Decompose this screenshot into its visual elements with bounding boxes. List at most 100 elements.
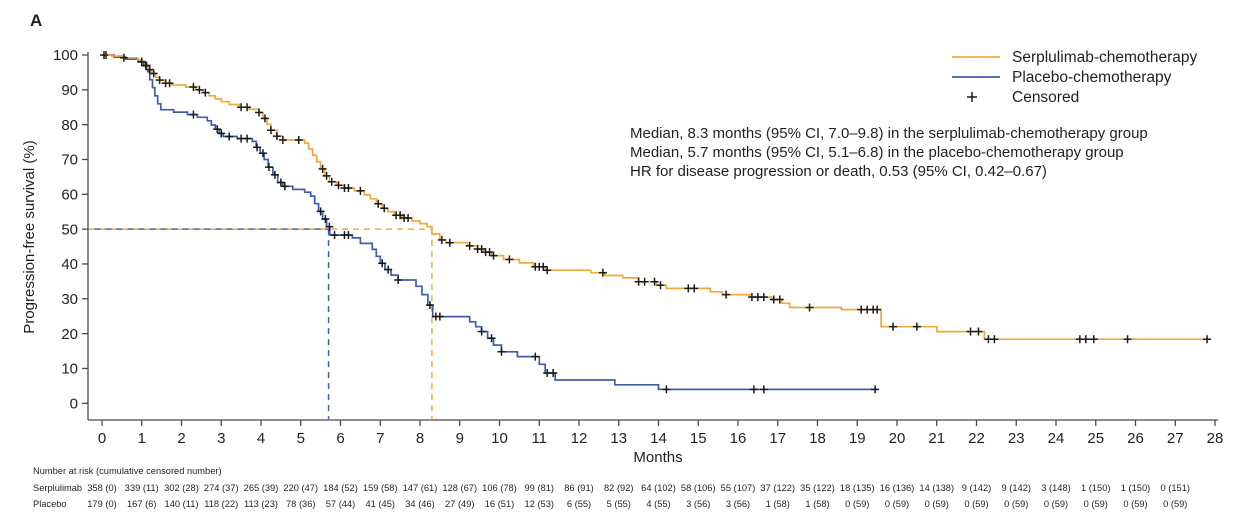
risk-value: 106 (78): [482, 483, 517, 493]
x-tick-label: 9: [456, 430, 464, 447]
censor-mark: [749, 385, 758, 394]
risk-value: 9 (142): [962, 483, 991, 493]
y-tick-label: 100: [53, 47, 78, 64]
censor-mark: [165, 79, 174, 88]
censor-mark: [974, 327, 983, 336]
risk-value: 35 (122): [800, 483, 835, 493]
censor-mark: [137, 57, 146, 66]
legend-label-censored: Censored: [1012, 89, 1079, 106]
censor-mark: [119, 53, 128, 62]
risk-value: 57 (44): [326, 499, 355, 509]
censor-mark: [334, 181, 343, 190]
censor-mark: [270, 170, 279, 179]
censor-mark: [598, 268, 607, 277]
censor-mark: [374, 199, 383, 208]
censor-mark: [356, 186, 365, 195]
risk-value: 18 (135): [840, 483, 875, 493]
y-tick-label: 30: [61, 291, 78, 308]
censor-mark: [255, 108, 264, 117]
censor-mark: [505, 255, 514, 264]
y-tick-label: 90: [61, 82, 78, 99]
censor-mark: [1081, 335, 1090, 344]
curves-layer: [89, 51, 1212, 419]
x-tick-label: 22: [968, 430, 985, 447]
censor-mark: [327, 177, 336, 186]
censor-mark: [243, 103, 252, 112]
risk-value: 265 (39): [244, 483, 279, 493]
y-tick-label: 70: [61, 152, 78, 169]
risk-value: 16 (136): [880, 483, 915, 493]
risk-value: 128 (67): [442, 483, 477, 493]
censor-mark: [322, 171, 331, 180]
annotation-hazard-ratio: HR for disease progression or death, 0.5…: [630, 163, 1047, 180]
annotation-median-serplulimab: Median, 8.3 months (95% CI, 7.0–9.8) in …: [630, 125, 1148, 142]
risk-value: 99 (81): [525, 483, 554, 493]
censor-mark: [225, 132, 234, 141]
y-axis-title: Progression-free survival (%): [21, 140, 38, 333]
x-tick-label: 6: [336, 430, 344, 447]
risk-value: 274 (37): [204, 483, 239, 493]
censor-mark: [201, 88, 210, 97]
risk-value: 118 (22): [204, 499, 238, 509]
censor-mark: [640, 277, 649, 286]
risk-value: 0 (59): [1084, 499, 1108, 509]
censor-mark: [266, 126, 275, 135]
risk-value: 159 (58): [363, 483, 398, 493]
risk-value: 16 (51): [485, 499, 514, 509]
y-tick-label: 20: [61, 326, 78, 343]
risk-value: 3 (148): [1041, 483, 1070, 493]
censor-mark: [1123, 335, 1132, 344]
risk-value: 55 (107): [721, 483, 756, 493]
risk-value: 64 (102): [641, 483, 676, 493]
risk-value: 34 (46): [405, 499, 434, 509]
risk-value: 86 (91): [564, 483, 593, 493]
y-tick-label: 10: [61, 361, 78, 378]
risk-table: Number at risk (cumulative censored numb…: [33, 466, 1190, 509]
x-tick-label: 21: [928, 430, 945, 447]
risk-value: 78 (36): [286, 499, 315, 509]
censor-mark: [650, 277, 659, 286]
panel-label: A: [30, 11, 42, 30]
risk-value: 302 (28): [164, 483, 199, 493]
risk-value: 0 (59): [1123, 499, 1147, 509]
x-tick-label: 1: [138, 430, 146, 447]
risk-value: 1 (150): [1121, 483, 1150, 493]
risk-values-layer: 358 (0) 339 (11) 302 (28) 274 (37) 265 (39) 2…: [87, 483, 1190, 509]
risk-value: 0 (59): [885, 499, 909, 509]
risk-value: 167 (6): [127, 499, 156, 509]
risk-value: 0 (59): [845, 499, 869, 509]
censor-mark: [384, 265, 393, 274]
risk-value: 5 (55): [607, 499, 631, 509]
censor-mark: [485, 248, 494, 257]
censor-mark: [272, 132, 281, 141]
risk-value: 58 (106): [681, 483, 716, 493]
risk-value: 6 (55): [567, 499, 591, 509]
risk-value: 0 (59): [1004, 499, 1028, 509]
risk-value: 1 (150): [1081, 483, 1110, 493]
censor-mark: [264, 163, 273, 172]
censor-mark: [316, 207, 325, 216]
censor-mark: [889, 322, 898, 331]
censor-mark: [394, 276, 403, 285]
risk-value: 113 (23): [244, 499, 278, 509]
censor-mark: [497, 347, 506, 356]
legend-label-serplulimab: Serplulimab-chemotherapy: [1012, 49, 1197, 66]
risk-value: 1 (58): [766, 499, 790, 509]
censor-mark: [873, 305, 882, 314]
censor-mark: [344, 231, 353, 240]
censor-mark: [189, 83, 198, 92]
censor-mark: [759, 385, 768, 394]
censor-mark: [912, 322, 921, 331]
censor-mark: [775, 295, 784, 304]
censor-mark: [243, 134, 252, 143]
x-tick-label: 27: [1167, 430, 1184, 447]
censor-mark: [253, 143, 262, 152]
annotation-median-placebo: Median, 5.7 months (95% CI, 5.1–6.8) in …: [630, 144, 1124, 161]
censor-mark: [217, 129, 226, 138]
censor-mark: [722, 290, 731, 299]
risk-value: 1 (58): [805, 499, 829, 509]
risk-value: 3 (56): [726, 499, 750, 509]
risk-value: 184 (52): [323, 483, 358, 493]
x-tick-label: 23: [1008, 430, 1025, 447]
x-tick-label: 20: [889, 430, 906, 447]
